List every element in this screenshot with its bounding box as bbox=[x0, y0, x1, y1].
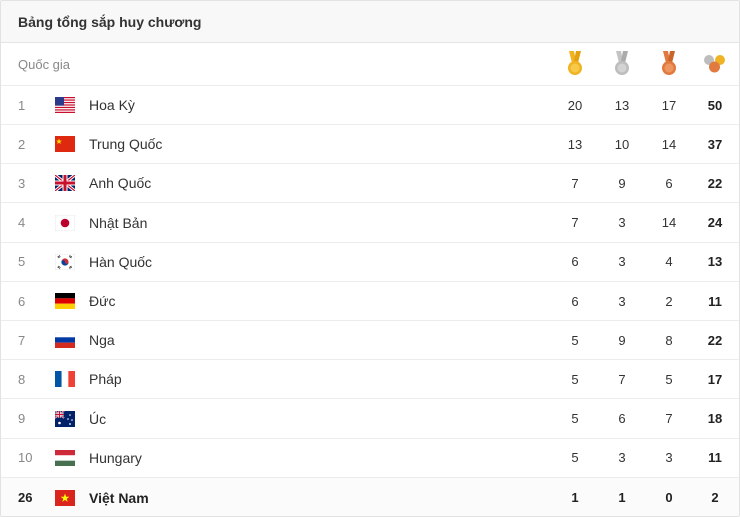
column-header-row: Quốc gia bbox=[1, 43, 739, 86]
gold-count: 7 bbox=[571, 175, 579, 191]
country-name: Pháp bbox=[89, 371, 122, 388]
table-row[interactable]: 10 Hungary 5 3 3 11 bbox=[1, 439, 739, 478]
russia-flag-icon bbox=[55, 321, 75, 359]
rank-cell: 4 bbox=[18, 215, 26, 231]
table-row[interactable]: 5 Hàn Quốc 6 3 4 13 bbox=[1, 243, 739, 282]
us-flag-icon bbox=[55, 86, 75, 124]
total-count: 50 bbox=[707, 97, 723, 113]
gold-count: 6 bbox=[571, 293, 579, 309]
bronze-count: 14 bbox=[661, 215, 677, 231]
rank-cell: 6 bbox=[18, 293, 26, 309]
france-flag-icon bbox=[55, 360, 75, 398]
country-name: Anh Quốc bbox=[89, 175, 152, 192]
total-medals-icon bbox=[698, 43, 732, 85]
gold-medal-icon bbox=[558, 43, 592, 85]
table-row[interactable]: 6 Đức 6 3 2 11 bbox=[1, 282, 739, 321]
silver-count: 10 bbox=[614, 136, 630, 152]
vietnam-flag-icon bbox=[55, 478, 75, 516]
gold-count: 20 bbox=[567, 97, 583, 113]
table-row[interactable]: 26 Việt Nam 1 1 0 2 bbox=[1, 478, 739, 516]
china-flag-icon bbox=[55, 125, 75, 163]
gold-count: 5 bbox=[571, 411, 579, 427]
country-name: Hungary bbox=[89, 449, 142, 466]
bronze-count: 17 bbox=[661, 97, 677, 113]
table-row[interactable]: 7 Nga 5 9 8 22 bbox=[1, 321, 739, 361]
bronze-count: 7 bbox=[665, 411, 673, 427]
total-count: 11 bbox=[708, 293, 722, 309]
country-name: Trung Quốc bbox=[89, 136, 163, 153]
bronze-medal-icon bbox=[652, 43, 686, 85]
table-row[interactable]: 9 Úc 5 6 7 18 bbox=[1, 400, 739, 439]
rank-cell: 26 bbox=[18, 490, 33, 505]
total-count: 17 bbox=[707, 371, 723, 387]
country-name: Hoa Kỳ bbox=[89, 97, 135, 113]
rank-cell: 8 bbox=[18, 371, 26, 387]
total-count: 2 bbox=[711, 490, 719, 505]
bronze-count: 6 bbox=[665, 175, 673, 191]
silver-count: 9 bbox=[618, 175, 626, 191]
panel-title: Bảng tổng sắp huy chương bbox=[18, 13, 202, 30]
silver-count: 1 bbox=[618, 490, 626, 505]
gold-count: 5 bbox=[571, 371, 579, 387]
germany-flag-icon bbox=[55, 282, 75, 320]
silver-count: 13 bbox=[614, 97, 630, 113]
total-count: 18 bbox=[707, 411, 723, 427]
silver-count: 3 bbox=[618, 293, 626, 309]
total-count: 22 bbox=[707, 175, 723, 191]
gold-count: 13 bbox=[567, 136, 583, 152]
bronze-count: 4 bbox=[665, 254, 673, 270]
bronze-count: 8 bbox=[665, 332, 673, 348]
total-count: 37 bbox=[707, 136, 723, 152]
table-row[interactable]: 1 Hoa Kỳ 20 13 17 50 bbox=[1, 86, 739, 125]
country-name: Nhật Bản bbox=[89, 214, 148, 231]
country-column-header: Quốc gia bbox=[18, 56, 71, 72]
country-name: Hàn Quốc bbox=[89, 253, 153, 270]
total-count: 11 bbox=[708, 450, 722, 466]
panel-header: Bảng tổng sắp huy chương bbox=[1, 1, 739, 43]
table-row[interactable]: 8 Pháp 5 7 5 17 bbox=[1, 360, 739, 400]
table-row[interactable]: 2 Trung Quốc 13 10 14 37 bbox=[1, 125, 739, 165]
bronze-count: 0 bbox=[665, 490, 673, 505]
silver-count: 6 bbox=[618, 411, 626, 427]
gold-count: 5 bbox=[571, 450, 579, 466]
total-count: 22 bbox=[707, 332, 723, 348]
silver-count: 3 bbox=[618, 254, 626, 270]
country-name: Đức bbox=[89, 293, 116, 309]
bronze-count: 14 bbox=[661, 136, 677, 152]
gold-count: 6 bbox=[571, 254, 579, 270]
rank-cell: 1 bbox=[18, 97, 26, 113]
silver-medal-icon bbox=[605, 43, 639, 85]
country-name: Nga bbox=[89, 332, 115, 349]
rank-cell: 10 bbox=[18, 450, 33, 466]
rank-cell: 2 bbox=[18, 136, 26, 152]
country-name: Úc bbox=[89, 410, 107, 427]
country-name: Việt Nam bbox=[89, 489, 149, 506]
japan-flag-icon bbox=[55, 204, 75, 242]
silver-count: 3 bbox=[618, 215, 626, 231]
gold-count: 7 bbox=[571, 215, 579, 231]
rank-cell: 5 bbox=[18, 254, 26, 270]
gold-count: 5 bbox=[571, 332, 579, 348]
silver-count: 9 bbox=[618, 332, 626, 348]
total-count: 24 bbox=[707, 215, 723, 231]
silver-count: 7 bbox=[618, 371, 626, 387]
table-row[interactable]: 4 Nhật Bản 7 3 14 24 bbox=[1, 204, 739, 243]
australia-flag-icon bbox=[55, 400, 75, 438]
rank-cell: 7 bbox=[18, 332, 26, 348]
silver-count: 3 bbox=[618, 450, 626, 466]
uk-flag-icon bbox=[55, 164, 75, 202]
table-row[interactable]: 3 Anh Quốc 7 9 6 22 bbox=[1, 164, 739, 204]
gold-count: 1 bbox=[571, 490, 579, 505]
bronze-count: 5 bbox=[665, 371, 673, 387]
bronze-count: 2 bbox=[665, 293, 673, 309]
bronze-count: 3 bbox=[665, 450, 673, 466]
rank-cell: 3 bbox=[18, 175, 26, 191]
rank-cell: 9 bbox=[18, 411, 26, 427]
hungary-flag-icon bbox=[55, 439, 75, 477]
south-korea-flag-icon bbox=[55, 243, 75, 281]
total-count: 13 bbox=[707, 254, 723, 270]
